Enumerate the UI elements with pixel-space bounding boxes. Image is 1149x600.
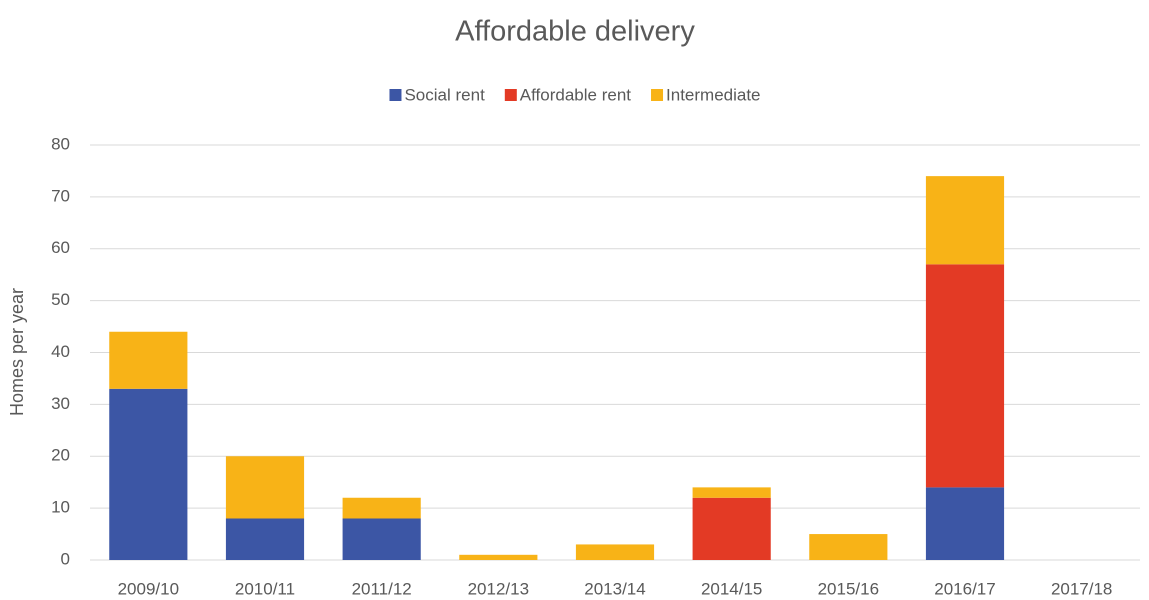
y-tick-label: 80 xyxy=(51,134,70,153)
legend-swatch xyxy=(389,89,402,101)
x-tick-label: 2014/15 xyxy=(701,579,762,598)
bar-segment xyxy=(692,497,771,560)
x-tick-label: 2017/18 xyxy=(1051,579,1112,598)
y-tick-label: 10 xyxy=(51,498,70,517)
y-axis-title: Homes per year xyxy=(7,288,27,416)
bar-segment xyxy=(925,264,1005,488)
x-tick-label: 2010/11 xyxy=(235,579,295,598)
x-tick-label: 2009/10 xyxy=(118,579,179,598)
y-tick-label: 40 xyxy=(51,342,70,361)
bar-segment xyxy=(109,388,188,560)
bar-segment xyxy=(692,487,771,498)
y-tick-label: 50 xyxy=(51,290,70,309)
bar-segment xyxy=(459,554,538,560)
y-tick-label: 60 xyxy=(51,238,70,257)
x-tick-label: 2013/14 xyxy=(584,579,645,598)
legend-label: Intermediate xyxy=(666,85,761,104)
x-tick-label: 2015/16 xyxy=(818,579,879,598)
y-tick-label: 0 xyxy=(61,549,70,568)
bar-segment xyxy=(575,544,655,560)
legend-label: Affordable rent xyxy=(520,85,631,104)
chart-title: Affordable delivery xyxy=(455,16,695,48)
y-tick-label: 20 xyxy=(51,446,70,465)
bar-segment xyxy=(342,518,421,560)
bar-segment xyxy=(342,497,421,519)
x-tick-label: 2012/13 xyxy=(468,579,529,598)
legend-label: Social rent xyxy=(404,85,485,104)
bar-segment xyxy=(109,331,188,389)
bar-segment xyxy=(809,534,888,560)
legend-swatch xyxy=(504,89,517,101)
x-tick-label: 2016/17 xyxy=(934,579,995,598)
x-tick-label: 2011/12 xyxy=(352,579,412,598)
bar-segment xyxy=(925,176,1005,265)
y-tick-label: 30 xyxy=(51,394,70,413)
bar-segment xyxy=(925,487,1005,560)
legend-swatch xyxy=(651,89,664,101)
bar-segment xyxy=(225,456,305,519)
y-tick-label: 70 xyxy=(51,186,70,205)
bar-segment xyxy=(225,518,305,560)
